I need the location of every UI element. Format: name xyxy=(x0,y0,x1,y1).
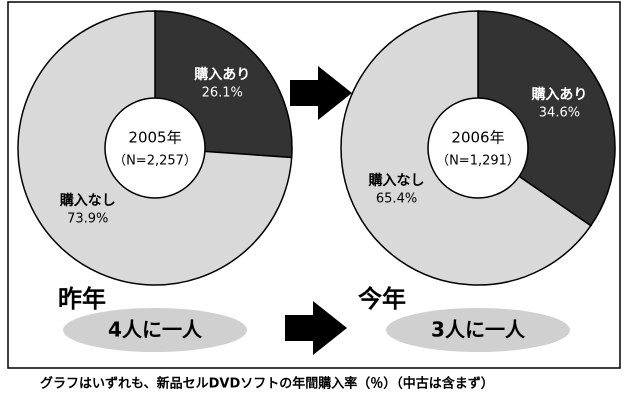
footnote: グラフはいずれも、新品セルDVDソフトの年間購入率（％）（中古は含まず） xyxy=(40,376,494,392)
ellipse xyxy=(63,308,247,352)
center-title: 2005年 xyxy=(128,129,181,147)
donut-hole xyxy=(427,97,529,199)
wedge xyxy=(477,10,616,227)
value-label: 73.9% xyxy=(67,211,108,226)
center-subtitle: （N=2,257） xyxy=(113,154,197,169)
year-label: 今年 xyxy=(358,285,406,313)
category-label: 購入あり xyxy=(530,86,587,103)
year-label: 昨年 xyxy=(58,285,106,313)
ratio-label: 4人に一人 xyxy=(108,318,203,342)
value-label: 65.4% xyxy=(376,191,417,206)
arrow xyxy=(285,301,347,355)
value-label: 26.1% xyxy=(202,86,243,101)
donut-hole xyxy=(104,97,206,199)
arrow xyxy=(290,66,352,120)
category-label: 購入あり xyxy=(193,66,250,83)
ratio-label: 3人に一人 xyxy=(431,318,526,342)
center-subtitle: （N=1,291） xyxy=(436,154,520,169)
ellipse xyxy=(386,308,570,352)
category-label: 購入なし xyxy=(368,172,425,189)
value-label: 34.6% xyxy=(539,106,580,121)
center-title: 2006年 xyxy=(451,129,504,147)
category-label: 購入なし xyxy=(59,192,116,209)
